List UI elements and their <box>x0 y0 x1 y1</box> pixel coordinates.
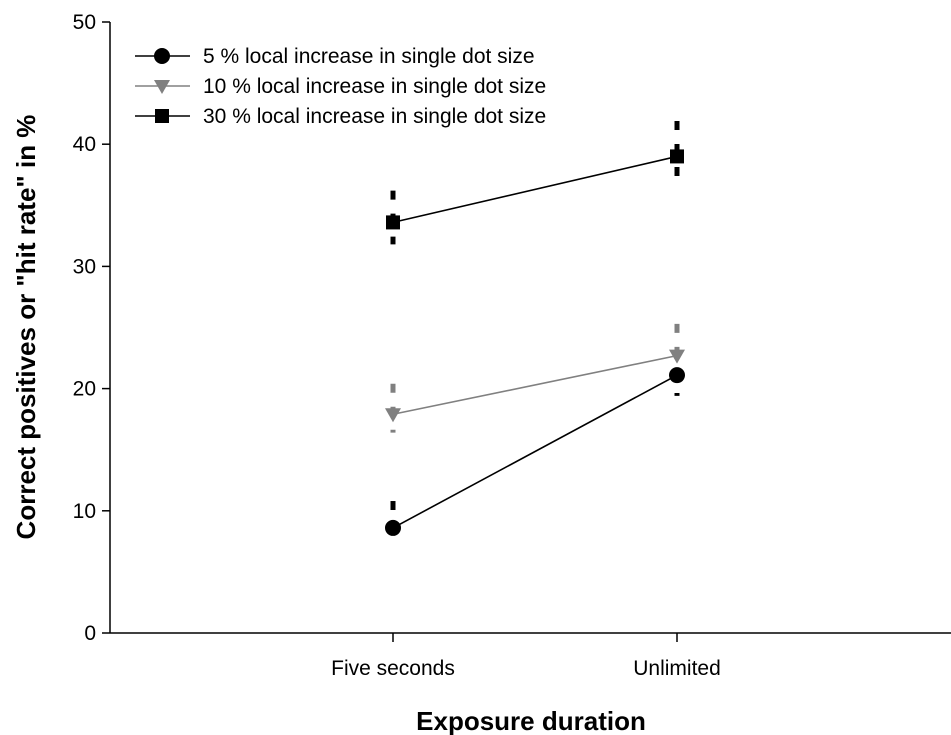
y-tick-label: 40 <box>73 133 96 156</box>
series-line-2 <box>392 354 678 416</box>
legend: 5 % local increase in single dot size 10 … <box>135 45 546 128</box>
series-line-1 <box>392 374 678 529</box>
x-tick-label: Unlimited <box>633 657 721 680</box>
y-tick-label: 10 <box>73 500 96 523</box>
legend-marker <box>155 109 169 123</box>
legend-label: 5 % local increase in single dot size <box>203 45 535 68</box>
legend-label: 10 % local increase in single dot size <box>203 75 546 98</box>
legend-marker <box>154 48 170 64</box>
error-bars <box>390 120 680 546</box>
data-markers <box>385 149 685 536</box>
data-point-series-3 <box>670 149 684 164</box>
data-point-series-2 <box>669 349 685 364</box>
series-lines <box>392 155 678 529</box>
y-tick-label: 0 <box>84 622 96 645</box>
x-axis-title: Exposure duration <box>416 706 646 735</box>
legend-marker <box>154 80 170 94</box>
data-point-series-2 <box>385 408 401 423</box>
y-tick-label: 20 <box>73 378 96 401</box>
axes: 0 10 20 30 40 50 Five seconds Unlimited <box>73 11 951 680</box>
data-point-series-1 <box>669 367 685 384</box>
y-axis-title: Correct positives or "hit rate" in % <box>11 115 41 540</box>
legend-label: 30 % local increase in single dot size <box>203 105 546 128</box>
data-point-series-3 <box>386 215 400 230</box>
series-line-3 <box>392 155 678 224</box>
data-point-series-1 <box>385 519 401 536</box>
y-tick-label: 50 <box>73 11 96 34</box>
x-tick-label: Five seconds <box>331 657 455 680</box>
y-tick-label: 30 <box>73 255 96 278</box>
